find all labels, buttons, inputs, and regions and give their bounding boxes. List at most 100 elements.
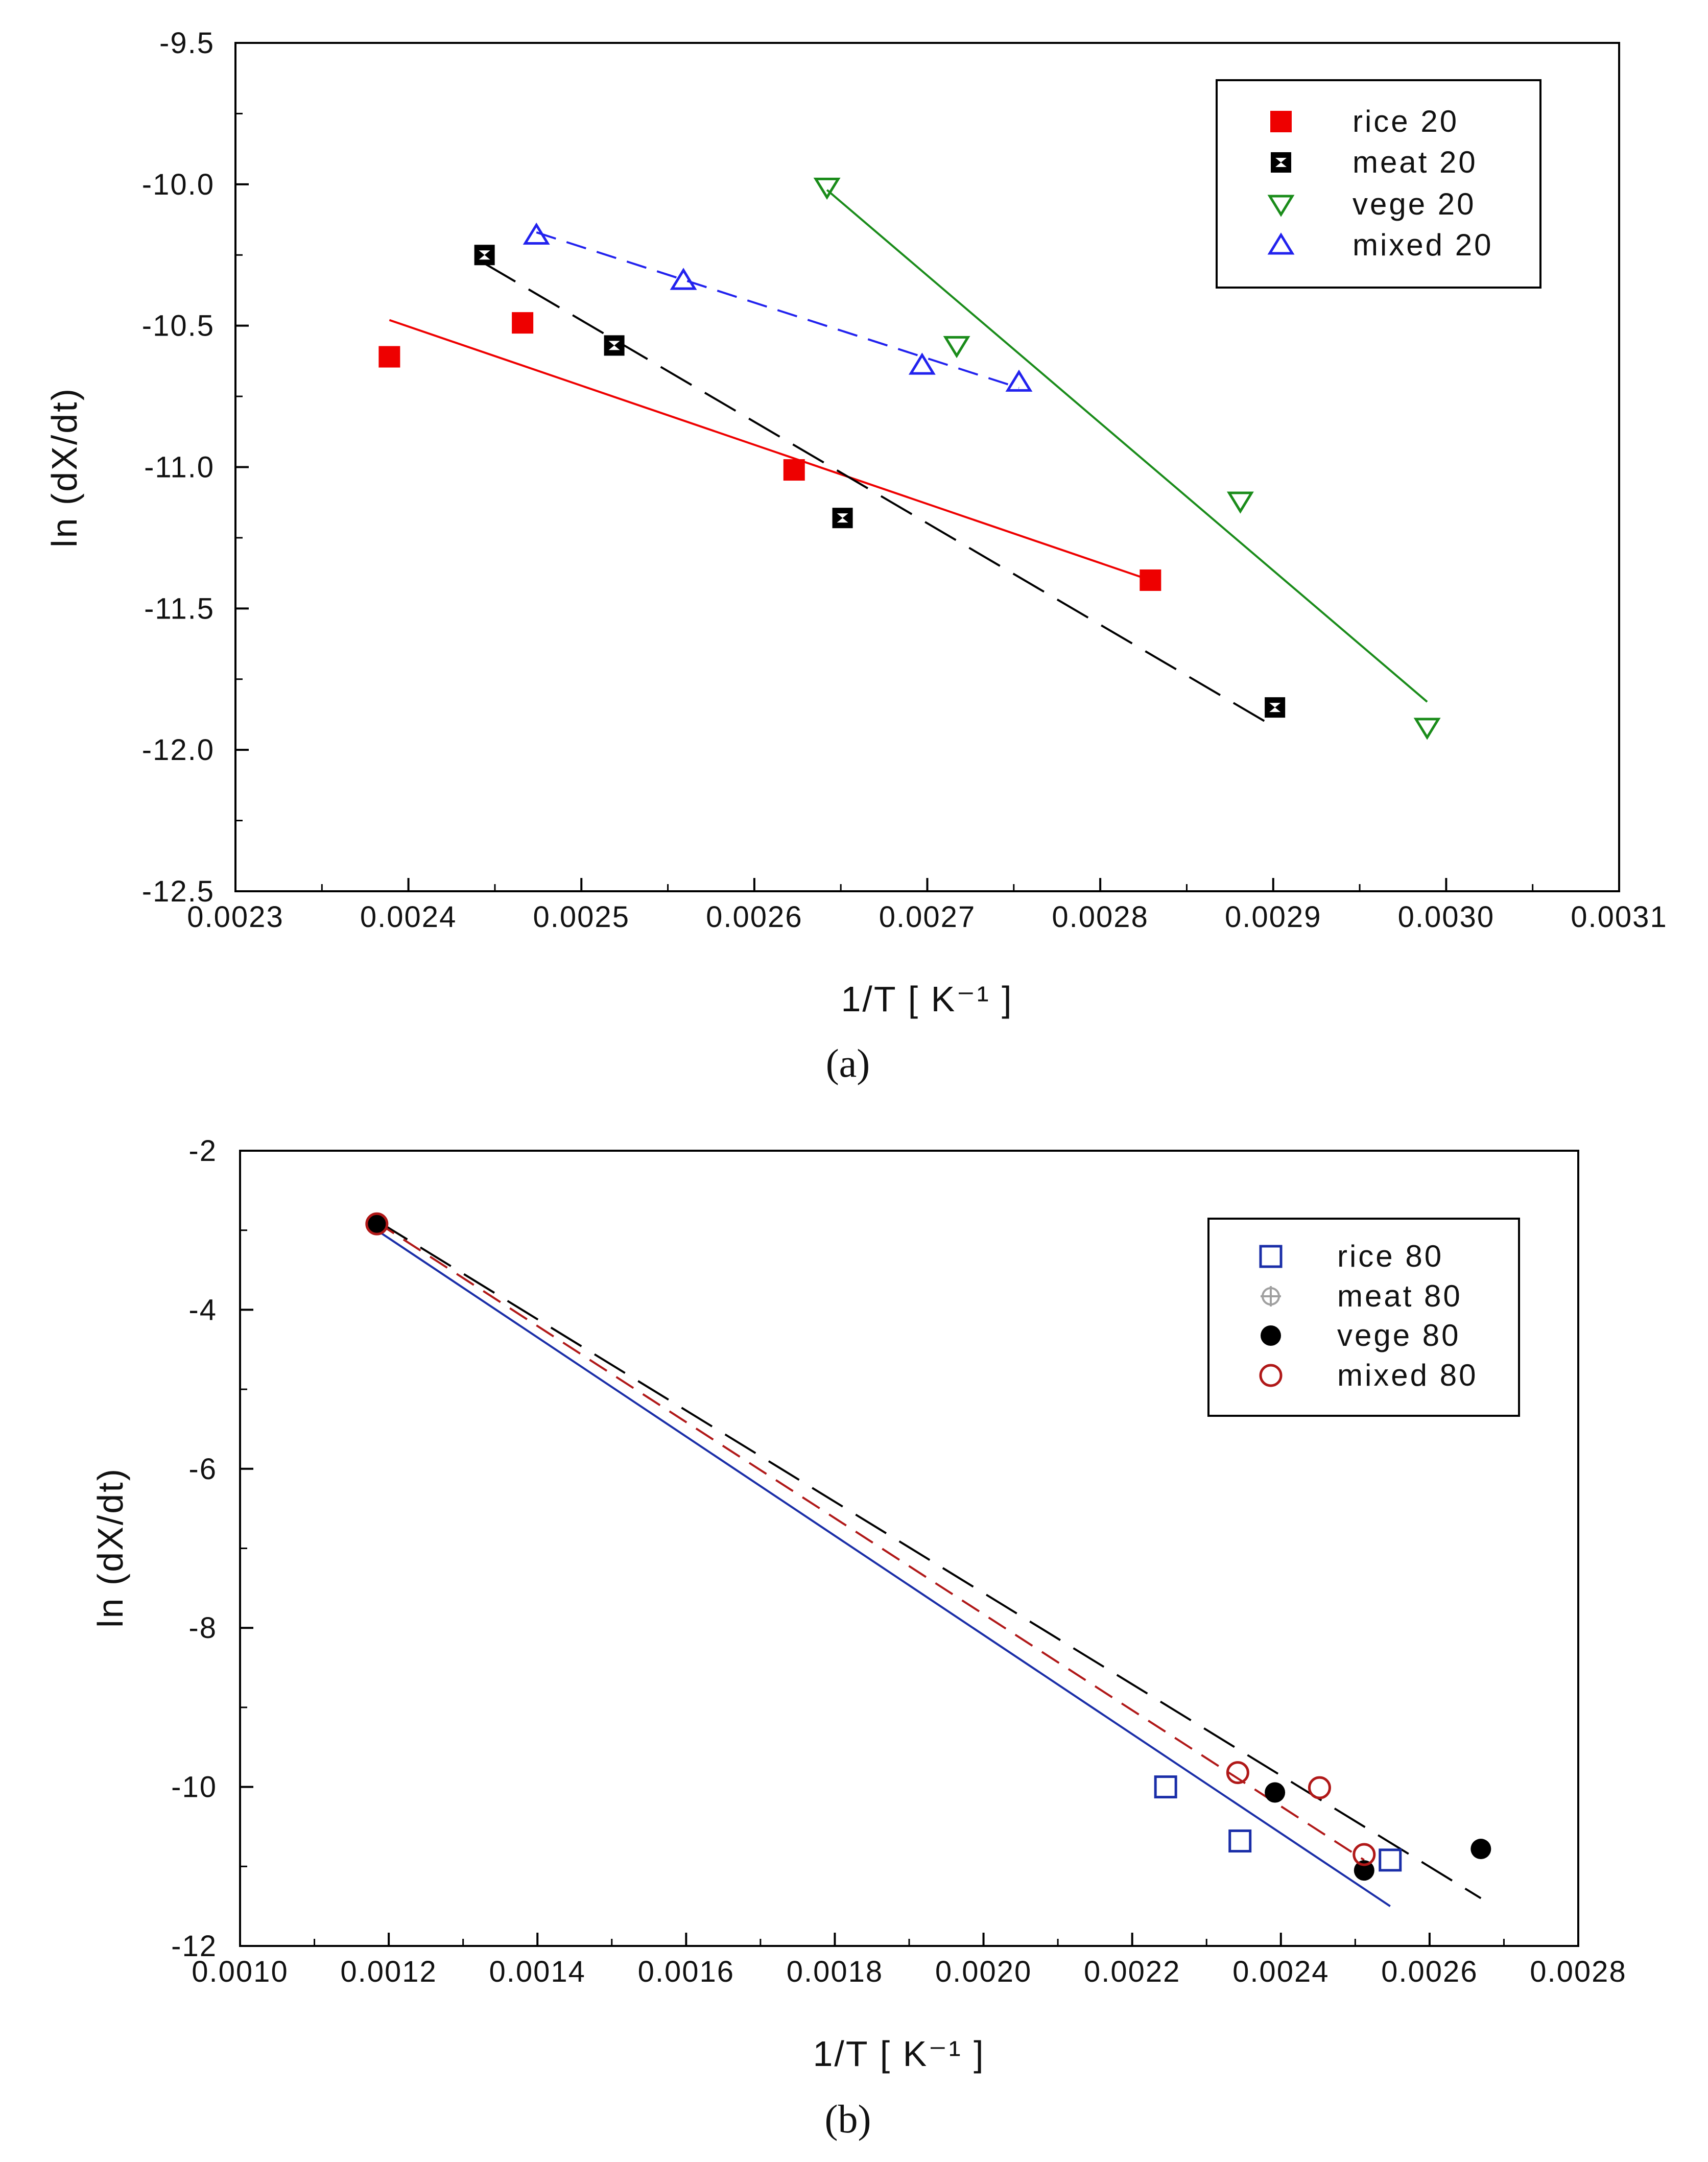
fit-line-vege-20 — [826, 189, 1428, 703]
marker-filled-square — [783, 459, 805, 481]
marker-crosshair-lines — [1261, 1286, 1281, 1306]
fit-line-vege-80 — [376, 1220, 1482, 1899]
marker-open-triangle-down — [813, 177, 841, 200]
x-tick-label: 0.0029 — [1225, 900, 1321, 934]
marker-crossed-square-inner — [837, 513, 848, 523]
marker-open-triangle-down — [943, 336, 970, 359]
x-tick-label: 0.0031 — [1571, 900, 1667, 934]
x-tick-label: 0.0026 — [1381, 1955, 1478, 1988]
y-tick-label: -4 — [188, 1293, 217, 1326]
legend-markers — [1267, 111, 1295, 255]
marker-open-circle — [365, 1212, 389, 1236]
marker-crossed-square-inner — [1275, 158, 1287, 167]
y-tick-label: -12.5 — [142, 875, 215, 908]
x-tick-label: 0.0024 — [360, 900, 457, 934]
marker-open-triangle-up — [908, 352, 936, 375]
marker-open-circle — [1259, 1364, 1283, 1387]
marker-open-triangle-down — [1226, 491, 1254, 514]
marker-open-circle — [1353, 1843, 1376, 1866]
y-tick-label: -11.5 — [144, 592, 215, 625]
marker-open-square — [1154, 1775, 1177, 1799]
x-tick-label: 0.0014 — [489, 1955, 586, 1988]
marker-open-triangle-up — [670, 268, 697, 290]
y-axis-label: ln (dX/dt) — [90, 1467, 130, 1628]
y-tick-label: -10 — [171, 1771, 217, 1804]
data-points — [378, 177, 1441, 740]
panel-caption: (a) — [826, 1041, 870, 1085]
marker-open-square — [1259, 1245, 1283, 1268]
x-tick-label: 0.0028 — [1530, 1955, 1626, 1988]
y-tick-label: -12 — [171, 1930, 217, 1963]
marker-filled-circle — [1265, 1782, 1286, 1803]
y-axis-label: ln (dX/dt) — [44, 387, 84, 548]
legend: rice 80 meat 80 vege 80 mixed 80 — [1207, 1218, 1520, 1417]
legend-label: mixed 20 — [1353, 228, 1493, 262]
legend-label: vege 20 — [1353, 187, 1476, 221]
marker-open-triangle-up — [1267, 232, 1295, 255]
y-tick-label: -2 — [188, 1134, 217, 1168]
legend-label: meat 20 — [1353, 145, 1478, 179]
legend-label: rice 80 — [1337, 1239, 1443, 1273]
fit-lines — [376, 1220, 1482, 1907]
axis-ticks — [234, 42, 1620, 892]
y-tick-label: -12.0 — [142, 733, 215, 767]
marker-crossed-square-inner — [479, 250, 490, 260]
marker-filled-circle — [1470, 1839, 1491, 1860]
marker-filled-circle — [1261, 1325, 1281, 1346]
x-tick-label: 0.0026 — [706, 900, 802, 934]
fit-lines — [389, 189, 1428, 728]
fit-line-mixed-20 — [536, 231, 1019, 389]
legend: rice 20 meat 20 vege 20 mixed 20 — [1216, 79, 1541, 289]
x-tick-label: 0.0028 — [1052, 900, 1148, 934]
legend-label: vege 80 — [1337, 1318, 1461, 1352]
legend-label: rice 20 — [1353, 104, 1459, 138]
y-tick-label: -9.5 — [159, 27, 215, 60]
panel-caption: (b) — [825, 2097, 871, 2141]
x-tick-label: 0.0016 — [638, 1955, 734, 1988]
y-tick-label: -10.0 — [142, 168, 215, 201]
fit-line-mixed-80 — [376, 1221, 1365, 1861]
marker-open-square — [1228, 1829, 1252, 1852]
y-tick-label: -6 — [188, 1453, 217, 1486]
fit-line-rice-80 — [376, 1229, 1391, 1907]
y-tick-label: -8 — [188, 1611, 217, 1645]
fit-line-meat-20 — [484, 263, 1276, 728]
x-tick-label: 0.0023 — [187, 900, 283, 934]
x-axis-label: 1/T [ K⁻¹ ] — [813, 2034, 985, 2074]
marker-filled-square — [1140, 569, 1161, 591]
marker-filled-square — [1270, 111, 1292, 132]
x-axis-label: 1/T [ K⁻¹ ] — [841, 979, 1013, 1019]
x-tick-label: 0.0025 — [533, 900, 630, 934]
x-tick-label: 0.0022 — [1084, 1955, 1180, 1988]
marker-filled-square — [512, 312, 534, 334]
marker-filled-square — [378, 346, 400, 368]
marker-open-square — [1379, 1848, 1402, 1872]
x-tick-label: 0.0020 — [935, 1955, 1032, 1988]
legend-label: mixed 80 — [1337, 1358, 1478, 1392]
fit-line-rice-20 — [389, 319, 1151, 581]
legend-label: meat 80 — [1337, 1279, 1462, 1313]
legend-markers — [1259, 1245, 1283, 1387]
data-points — [365, 1212, 1491, 1881]
chart-panel-b: 0.0010 0.0012 0.0014 0.0016 0.0018 0.0020 0.00… — [90, 1134, 1626, 2141]
marker-filled-circle — [366, 1214, 387, 1234]
marker-open-circle — [1226, 1761, 1249, 1785]
x-tick-label: 0.0024 — [1232, 1955, 1329, 1988]
x-tick-label: 0.0010 — [192, 1955, 288, 1988]
x-tick-labels: 0.0023 0.0024 0.0025 0.0026 0.0027 0.0028 0.00… — [187, 900, 1667, 934]
marker-open-triangle-down — [1413, 718, 1441, 740]
chart-panel-a: 0.0023 0.0024 0.0025 0.0026 0.0027 0.0028 0.00… — [44, 27, 1667, 1085]
marker-filled-circle — [1354, 1860, 1374, 1881]
marker-crossed-square-inner — [1269, 703, 1281, 712]
y-tick-label: -11.0 — [144, 451, 215, 484]
y-tick-labels: -2 -4 -6 -8 -10 -12 — [171, 1134, 217, 1963]
marker-open-triangle-down — [1267, 195, 1295, 217]
marker-open-circle — [1308, 1776, 1331, 1799]
marker-open-triangle-up — [1005, 369, 1033, 392]
marker-crossed-square-inner — [608, 341, 620, 350]
x-tick-label: 0.0018 — [787, 1955, 883, 1988]
axis-ticks — [239, 1150, 1579, 1947]
x-tick-label: 0.0030 — [1398, 900, 1494, 934]
y-tick-label: -10.5 — [142, 310, 215, 343]
marker-open-triangle-up — [523, 222, 550, 245]
